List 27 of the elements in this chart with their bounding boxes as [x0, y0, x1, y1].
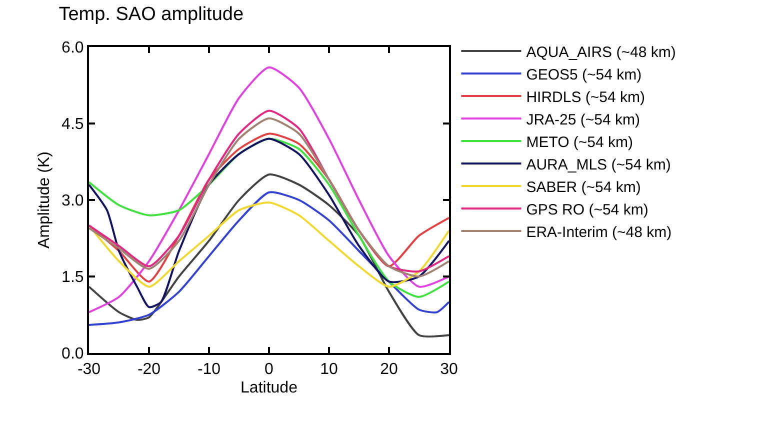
y-tick-label: 1.5 [62, 269, 84, 286]
legend-label: GPS RO (~54 km) [526, 201, 648, 218]
legend-label: METO (~54 km) [526, 134, 634, 151]
legend-label: JRA-25 (~54 km) [526, 111, 640, 128]
x-tick-label: -10 [197, 361, 221, 378]
legend-label: GEOS5 (~54 km) [526, 66, 642, 84]
x-tick-label: 20 [380, 361, 398, 378]
legend-label: HIRDLS (~54 km) [526, 88, 645, 106]
x-tick-label: -20 [137, 361, 161, 378]
legend-label: ERA-Interim (~48 km) [526, 224, 672, 241]
legend-label: SABER (~54 km) [526, 178, 641, 196]
line-series [89, 202, 449, 288]
y-tick-label: 4.5 [62, 116, 84, 134]
legend-label: AQUA_AIRS (~48 km) [526, 44, 676, 61]
y-tick-label: 3.0 [62, 192, 84, 210]
x-axis-title: Latitude [240, 379, 298, 396]
y-tick-label: 0.0 [62, 346, 84, 363]
line-series [89, 191, 449, 326]
x-tick-label: -30 [77, 361, 101, 378]
x-tick-label: 30 [440, 361, 458, 378]
y-axis-title: Amplitude (K) [36, 152, 53, 248]
x-tick-label: 10 [320, 361, 338, 378]
line-series [89, 66, 449, 314]
chart-title: Temp. SAO amplitude [58, 4, 244, 25]
legend-label: AURA_MLS (~54 km) [526, 156, 671, 174]
x-tick-label: 0 [264, 361, 274, 378]
y-tick-label: 6.0 [62, 40, 84, 57]
